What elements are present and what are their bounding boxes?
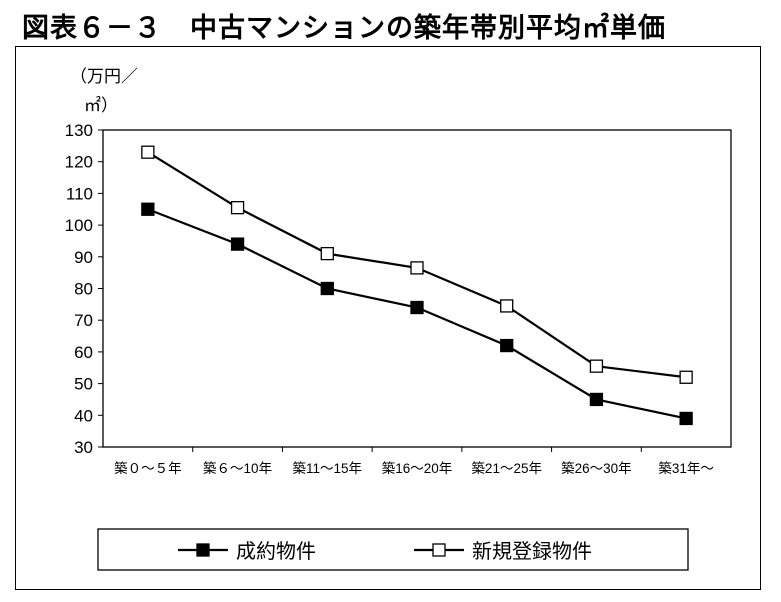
y-tick-label: 130 — [65, 121, 93, 140]
y-tick-label: 100 — [65, 216, 93, 235]
data-point — [230, 201, 245, 215]
legend-marker — [432, 543, 446, 557]
y-tick-label: 90 — [74, 248, 93, 267]
y-tick-label: 50 — [74, 375, 93, 394]
data-point — [679, 370, 693, 384]
chart-frame — [15, 46, 761, 590]
x-tick-label: 築26～30年 — [561, 461, 632, 476]
data-point — [589, 359, 604, 373]
x-tick-label: 築０～５年 — [114, 461, 182, 476]
chart-title: 図表６－３ 中古マンションの築年帯別平均㎡単価 — [22, 13, 666, 44]
x-tick-label: 築21～25年 — [471, 461, 542, 476]
y-tick-label: 120 — [65, 153, 93, 172]
y-tick-label: 110 — [66, 184, 93, 203]
legend-label: 新規登録物件 — [472, 540, 592, 563]
x-tick-label: 築11～15年 — [293, 461, 363, 476]
plot-area — [102, 129, 732, 448]
legend-label: 成約物件 — [236, 540, 316, 563]
data-point — [500, 338, 514, 353]
y-tick-label: 60 — [74, 343, 93, 362]
data-point — [410, 300, 424, 315]
data-point — [500, 299, 514, 313]
data-point — [679, 411, 693, 426]
legend-box — [97, 528, 689, 571]
data-point — [141, 145, 155, 159]
x-tick-label: 築16～20年 — [382, 461, 453, 476]
y-tick-label: 30 — [74, 438, 93, 457]
data-point — [230, 237, 245, 251]
x-tick-label: 築６～10年 — [203, 461, 272, 476]
data-point — [410, 261, 424, 275]
y-tick-label: 80 — [74, 280, 93, 299]
data-point — [320, 281, 334, 296]
y-axis-label-line2: ㎡） — [84, 96, 118, 115]
data-point — [320, 246, 334, 261]
y-tick-label: 40 — [74, 406, 93, 425]
legend-marker — [196, 543, 210, 557]
x-tick-label: 築31年～ — [658, 461, 714, 476]
data-point — [589, 392, 604, 407]
data-point — [141, 202, 155, 216]
y-tick-label: 70 — [74, 311, 93, 330]
y-axis-label-line1: （万円／ — [70, 67, 138, 86]
